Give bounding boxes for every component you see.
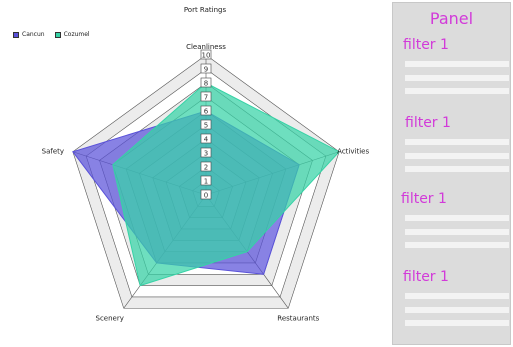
filter-option-bar[interactable] — [405, 75, 509, 81]
tick-label: 8 — [204, 80, 208, 88]
tick-label-box — [200, 147, 212, 158]
legend-item-cancun[interactable]: Cancun — [13, 31, 45, 38]
filter-option-bar[interactable] — [405, 307, 509, 313]
tick-label-box — [200, 161, 212, 172]
filter-option-bar[interactable] — [405, 166, 509, 172]
tick-label-box — [200, 175, 212, 186]
tick-label-box — [200, 77, 212, 88]
tick-label: 5 — [204, 122, 208, 130]
filter-option-bar[interactable] — [405, 293, 509, 299]
tick-label-box — [200, 105, 212, 116]
legend: Cancun Cozumel — [13, 31, 90, 38]
panel-title: Panel — [429, 9, 474, 28]
axis-label-cleanliness: Cleanliness — [186, 43, 226, 51]
tick-label: 10 — [202, 52, 211, 60]
filter-option-bar[interactable] — [405, 229, 509, 235]
legend-label-cancun: Cancun — [22, 31, 45, 38]
axis-label-restaurants: Restaurants — [277, 314, 319, 322]
filter-label: filter 1 — [403, 37, 449, 53]
filter-option-bar[interactable] — [405, 61, 509, 67]
tick-label-box — [200, 91, 212, 102]
tick-label-box — [200, 119, 212, 130]
legend-swatch-cancun — [13, 31, 19, 38]
filter-option-bar[interactable] — [405, 153, 509, 159]
axis-label-safety: Safety — [42, 148, 64, 156]
radar-chart: 0 1 2 3 4 5 6 7 8 9 10 Cleanliness Activities Restaur… — [13, 6, 370, 322]
tick-label: 7 — [204, 94, 208, 102]
tick-label-box — [200, 133, 212, 144]
series-area-cozumel — [112, 82, 340, 287]
tick-label-box — [200, 189, 212, 200]
tick-label-box — [200, 63, 212, 74]
tick-label: 9 — [204, 66, 208, 74]
filter-option-bar[interactable] — [405, 320, 509, 326]
tick-label: 0 — [204, 192, 208, 200]
filter-label: filter 1 — [403, 269, 449, 285]
filter-option-bar[interactable] — [405, 242, 509, 248]
filter-option-bar[interactable] — [405, 88, 509, 94]
tick-label: 1 — [204, 178, 208, 186]
legend-swatch-cozumel — [54, 31, 61, 38]
legend-label-cozumel: Cozumel — [63, 31, 90, 38]
tick-label-box — [200, 49, 212, 60]
filter-panel: Panel filter 1 filter 1 filter 1 filter … — [392, 2, 511, 345]
filter-label: filter 1 — [405, 115, 451, 131]
filter-option-bar[interactable] — [405, 139, 509, 145]
filter-option-bar[interactable] — [405, 215, 509, 221]
axis-label-scenery: Scenery — [96, 314, 124, 322]
tick-label: 3 — [204, 150, 208, 158]
tick-label: 2 — [204, 164, 208, 172]
legend-item-cozumel[interactable]: Cozumel — [54, 31, 90, 38]
tick-label: 4 — [204, 136, 209, 144]
chart-title: Port Ratings — [183, 6, 227, 14]
filter-label: filter 1 — [401, 191, 447, 207]
tick-label: 6 — [204, 108, 209, 116]
axis-label-activities: Activities — [337, 148, 369, 156]
